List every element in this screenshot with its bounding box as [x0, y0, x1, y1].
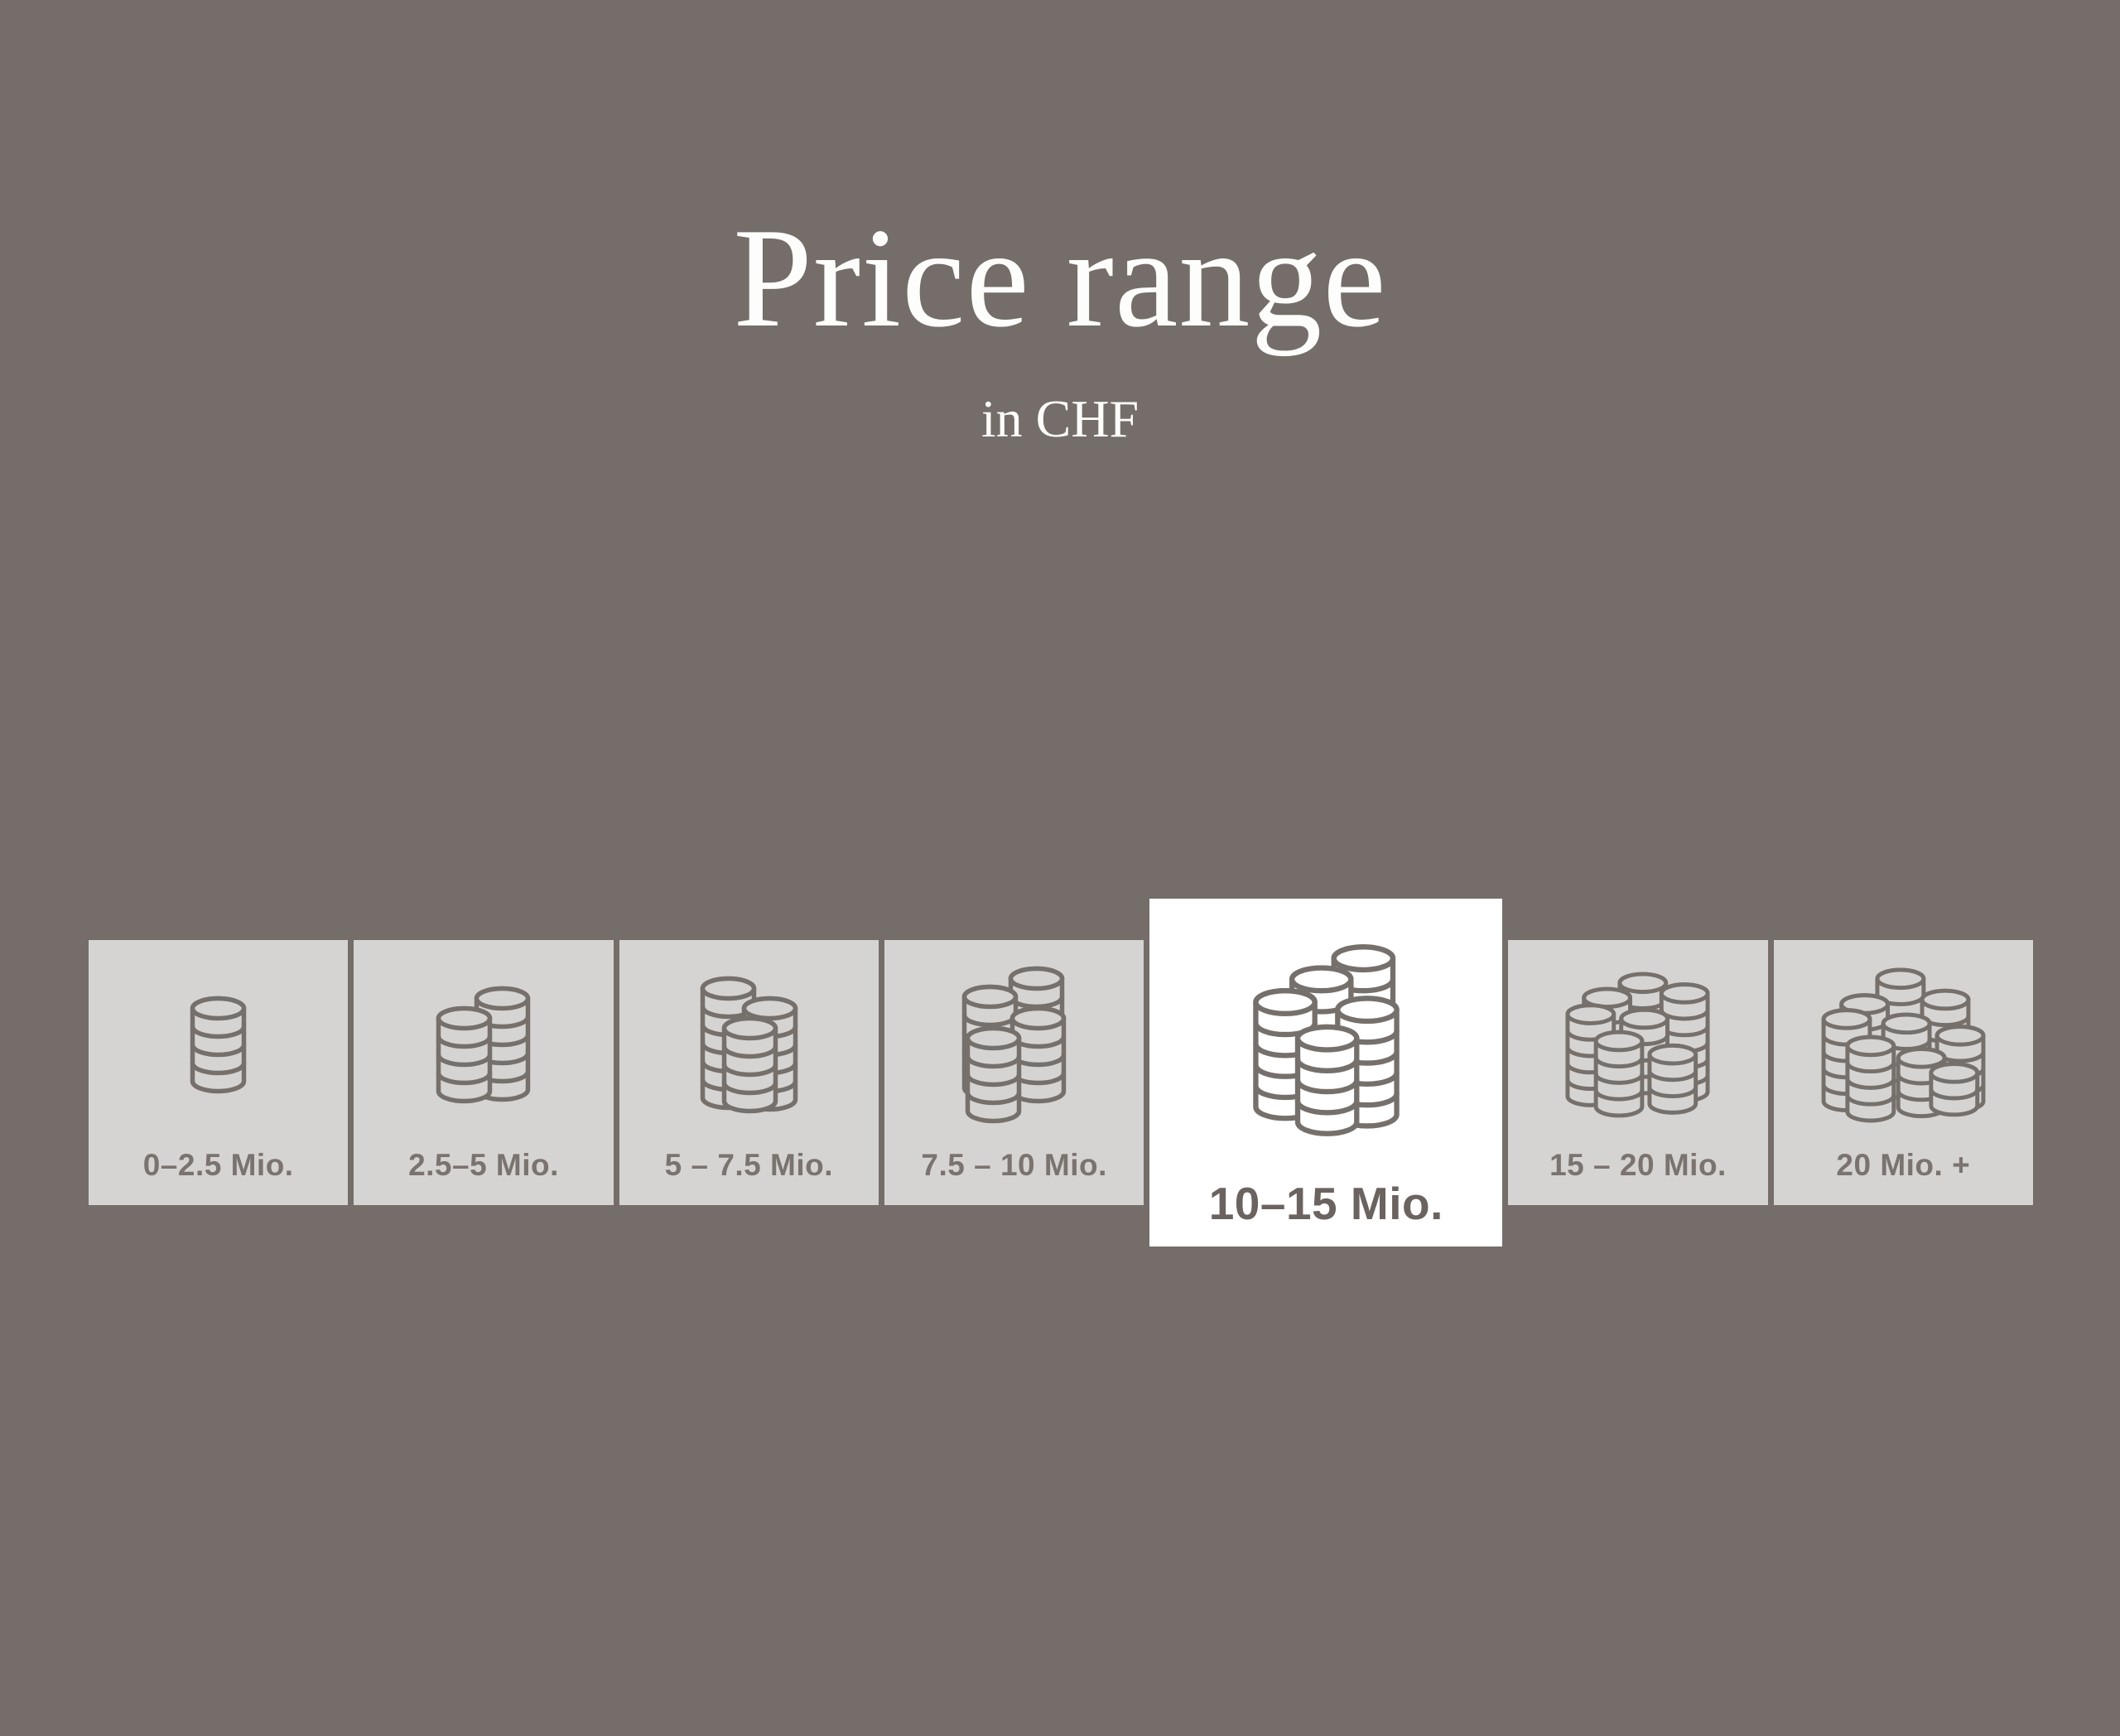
price-option-label: 20 Mio. + — [1836, 1148, 1971, 1182]
price-option-label: 15 – 20 Mio. — [1549, 1148, 1727, 1182]
price-option-10-15-mio[interactable]: 10–15 Mio. — [1149, 899, 1503, 1247]
coin-stacks-icon — [619, 940, 879, 1150]
price-option-label: 7.5 – 10 Mio. — [921, 1148, 1107, 1182]
price-option-15-20-mio[interactable]: 15 – 20 Mio. — [1508, 940, 1768, 1205]
price-option-label: 10–15 Mio. — [1208, 1178, 1443, 1229]
price-option-5-7-5-mio[interactable]: 5 – 7.5 Mio. — [619, 940, 879, 1205]
coin-stacks-icon — [89, 940, 348, 1150]
coin-stacks-icon — [884, 940, 1144, 1150]
price-option-0-2-5-mio[interactable]: 0–2.5 Mio. — [89, 940, 349, 1205]
price-option-label: 5 – 7.5 Mio. — [664, 1148, 834, 1182]
coin-stacks-icon — [1774, 940, 2033, 1150]
price-option-label: 2.5–5 Mio. — [408, 1148, 559, 1182]
coin-stacks-icon — [354, 940, 613, 1150]
page-title: Price range — [733, 200, 1387, 357]
coin-stacks-icon — [1508, 940, 1767, 1150]
price-option-7-5-10-mio[interactable]: 7.5 – 10 Mio. — [884, 940, 1144, 1205]
price-range-options: 0–2.5 Mio. 2.5–5 Mio. 5 – 7.5 Mio. 7.5 –… — [89, 899, 2033, 1247]
price-option-label: 0–2.5 Mio. — [142, 1148, 294, 1182]
coin-stacks-icon — [1149, 899, 1502, 1181]
price-option-2-5-5-mio[interactable]: 2.5–5 Mio. — [354, 940, 614, 1205]
price-option-20-mio-plus[interactable]: 20 Mio. + — [1773, 940, 2033, 1205]
page-subtitle: in CHF — [980, 389, 1140, 448]
price-range-panel: Price range in CHF 0–2.5 Mio. 2.5–5 Mio.… — [0, 200, 2120, 1247]
